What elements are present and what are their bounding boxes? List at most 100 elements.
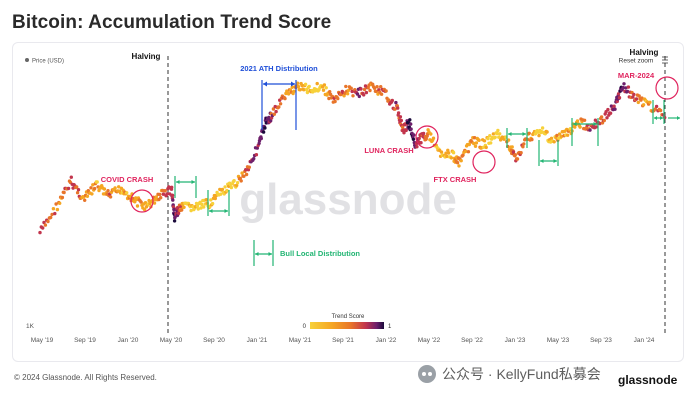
- price-point: [43, 223, 48, 227]
- price-point: [455, 161, 460, 165]
- price-point: [240, 171, 244, 175]
- price-point: [398, 115, 403, 119]
- price-point: [421, 131, 426, 136]
- price-point: [495, 131, 499, 136]
- price-point: [459, 159, 463, 163]
- price-point: [298, 88, 302, 92]
- price-point: [170, 193, 175, 198]
- price-point: [85, 194, 90, 198]
- price-point: [606, 107, 610, 112]
- price-point: [133, 200, 137, 204]
- mar-2024-annotation: MAR-2024: [618, 71, 679, 100]
- price-point: [296, 84, 301, 89]
- x-tick-label: Jan '21: [247, 337, 268, 344]
- price-point: [165, 192, 169, 196]
- price-point: [42, 220, 46, 225]
- price-point: [254, 153, 259, 157]
- price-point: [491, 132, 496, 136]
- price-point: [654, 104, 659, 109]
- price-point: [519, 151, 523, 155]
- price-point: [461, 153, 465, 157]
- price-point: [60, 195, 65, 200]
- x-tick-label: May '23: [547, 337, 570, 344]
- price-point: [344, 84, 348, 89]
- price-point: [409, 122, 413, 126]
- price-point: [283, 96, 287, 101]
- price-point: [496, 128, 500, 133]
- bracket: [174, 176, 197, 198]
- price-point: [390, 98, 394, 103]
- price-point: [49, 215, 53, 220]
- price-point: [522, 142, 526, 146]
- price-point: [218, 192, 223, 196]
- price-point: [537, 133, 541, 138]
- luna-crash-annotation: LUNA CRASH: [364, 125, 439, 155]
- price-point: [180, 208, 184, 212]
- price-point: [90, 192, 94, 196]
- price-legend[interactable]: Price (USD): [25, 58, 64, 65]
- price-point: [263, 126, 267, 130]
- price-point: [328, 90, 332, 94]
- price-point: [399, 118, 403, 123]
- price-point: [305, 90, 310, 95]
- price-point: [76, 188, 81, 192]
- price-point: [506, 138, 511, 142]
- price-point: [404, 128, 408, 133]
- reset-zoom-button[interactable]: Reset zoom: [616, 54, 656, 66]
- price-point: [272, 112, 276, 116]
- price-point: [622, 82, 626, 86]
- price-point: [92, 186, 97, 191]
- x-tick-label: Sep '22: [461, 337, 483, 344]
- price-point: [598, 121, 602, 126]
- price-point: [143, 201, 148, 205]
- price-point: [578, 125, 582, 129]
- trend-score-gradient: [310, 322, 384, 329]
- trend-score-title: Trend Score: [332, 314, 365, 320]
- bracket: [538, 140, 559, 166]
- covid-crash-label: COVID CRASH: [101, 175, 154, 184]
- price-point: [239, 179, 243, 183]
- ath-distribution-bracket: 2021 ATH Distribution: [240, 64, 318, 130]
- price-point: [154, 195, 158, 199]
- price-point: [220, 187, 225, 192]
- price-point: [602, 118, 606, 123]
- ftx-crash-annotation: FTX CRASH: [434, 150, 496, 184]
- price-point: [431, 136, 436, 140]
- price-point: [621, 85, 625, 90]
- price-point: [417, 136, 421, 141]
- price-point: [540, 126, 545, 130]
- price-point: [259, 136, 263, 141]
- price-point: [493, 135, 497, 139]
- price-point: [300, 83, 304, 88]
- price-point: [351, 94, 355, 98]
- price-point: [333, 99, 337, 104]
- price-point: [321, 88, 326, 92]
- price-point: [466, 150, 471, 154]
- price-point: [223, 185, 227, 189]
- price-point: [530, 137, 534, 142]
- price-point: [357, 94, 361, 99]
- price-point: [54, 202, 58, 206]
- bracket: [506, 128, 528, 148]
- price-point: [498, 132, 502, 136]
- price-point: [379, 85, 383, 89]
- mar-2024-label: MAR-2024: [618, 71, 655, 80]
- price-point: [375, 85, 379, 89]
- halving-marker-2020: Halving: [132, 52, 169, 334]
- price-point: [229, 185, 234, 190]
- price-point: [324, 86, 328, 90]
- price-point: [152, 201, 157, 205]
- price-point: [41, 226, 45, 230]
- bull-distribution-brackets: Bull Local Distribution: [174, 100, 680, 266]
- price-point: [252, 157, 256, 161]
- price-point: [147, 198, 151, 203]
- price-point: [449, 156, 454, 160]
- price-point: [303, 82, 308, 87]
- price-point: [429, 132, 433, 136]
- price-point: [617, 96, 622, 100]
- price-point: [271, 107, 276, 111]
- price-point: [322, 83, 327, 87]
- price-point: [195, 204, 200, 208]
- price-point: [444, 151, 448, 155]
